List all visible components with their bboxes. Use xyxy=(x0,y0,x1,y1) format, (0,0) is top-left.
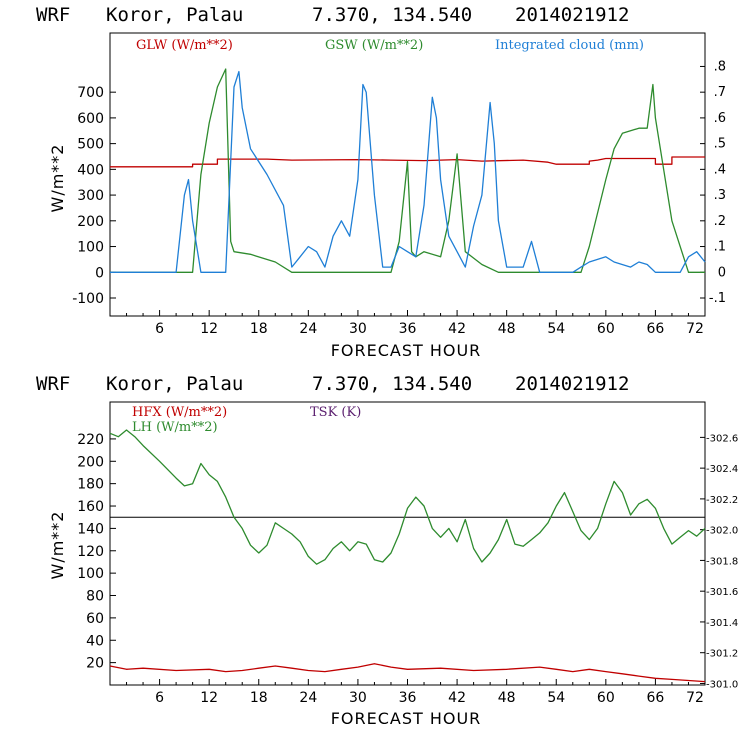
panel2-header: WRF Koror, Palau 7.370, 134.540 20140219… xyxy=(36,373,629,395)
y-tick-label: 600 xyxy=(77,111,104,127)
y-tick-label: 60 xyxy=(86,611,104,627)
y2-tick-label: .2 xyxy=(714,214,726,229)
panel2-legend: HFX (W/m**2) LH (W/m**2) TSK (K) xyxy=(132,405,361,435)
y-tick-label: 80 xyxy=(86,589,104,605)
x-tick-label: 30 xyxy=(349,321,367,337)
y2-tick-label: .7 xyxy=(714,85,726,100)
y-tick-label: 300 xyxy=(77,188,104,204)
x-tick-label: 30 xyxy=(349,690,367,706)
x-tick-label: 72 xyxy=(686,321,704,337)
y-tick-label: -100 xyxy=(72,291,104,307)
panel1-marks: 6 12 18 24 30 36 42 48 54 60 66 72 -100 0 100 200 300 400… xyxy=(72,59,726,337)
series-line-lh xyxy=(109,429,706,565)
panel2-legend-hfx: HFX (W/m**2) xyxy=(132,405,227,420)
x-tick-label: 24 xyxy=(299,321,317,337)
y-tick-label: 20 xyxy=(86,656,104,672)
panel2-model: WRF xyxy=(36,373,70,395)
y-tick-label: 120 xyxy=(77,544,104,560)
y-tick-label: 200 xyxy=(77,214,104,230)
x-tick-label: 36 xyxy=(399,690,417,706)
panel2-plot-frame xyxy=(109,401,706,686)
y-tick-label: 220 xyxy=(77,432,104,448)
panel2-marks: 6 12 18 24 30 36 42 48 54 60 66 72 20 40 60 80 100 120 140… xyxy=(77,429,738,706)
x-tick-label: 48 xyxy=(498,690,516,706)
panel1-header: WRF Koror, Palau 7.370, 134.540 20140219… xyxy=(36,4,629,26)
panel1-legend-glw: GLW (W/m**2) xyxy=(136,38,233,53)
y2-tick-label: 0 xyxy=(718,265,726,280)
panel2-location: Koror, Palau xyxy=(106,373,243,395)
y-tick-label: 100 xyxy=(77,240,104,256)
x-tick-label: 66 xyxy=(647,690,665,706)
panel2-coords: 7.370, 134.540 xyxy=(312,373,472,395)
y2-tick-label: -301.2 xyxy=(706,649,738,660)
y-tick-label: 140 xyxy=(77,521,104,537)
panel1-location: Koror, Palau xyxy=(106,4,243,26)
x-tick-label: 12 xyxy=(200,321,218,337)
panel1-coords: 7.370, 134.540 xyxy=(312,4,472,26)
x-tick-label: 6 xyxy=(155,690,164,706)
panel2-legend-tsk: TSK (K) xyxy=(310,405,361,420)
y2-tick-label: .1 xyxy=(714,240,726,255)
x-tick-label: 66 xyxy=(647,321,665,337)
x-tick-label: 36 xyxy=(399,321,417,337)
y2-tick-label: -302.2 xyxy=(706,495,738,506)
x-tick-label: 60 xyxy=(597,321,615,337)
y-tick-label: 0 xyxy=(95,265,104,281)
x-tick-label: 48 xyxy=(498,321,516,337)
x-tick-label: 54 xyxy=(547,690,565,706)
x-tick-label: 6 xyxy=(155,321,164,337)
x-tick-label: 60 xyxy=(597,690,615,706)
y2-tick-label: .4 xyxy=(714,162,726,177)
panel2-legend-lh: LH (W/m**2) xyxy=(132,420,218,435)
y-tick-label: 100 xyxy=(77,566,104,582)
panel1-legend-cloud: Integrated cloud (mm) xyxy=(495,38,644,53)
y2-tick-label: -.1 xyxy=(709,291,726,306)
y2-tick-label: -301.6 xyxy=(706,587,738,598)
panel2-xlabel: FORECAST HOUR xyxy=(331,709,482,728)
y-tick-label: 160 xyxy=(77,499,104,515)
y-tick-label: 500 xyxy=(77,137,104,153)
panel1-model: WRF xyxy=(36,4,70,26)
panel2-date: 2014021912 xyxy=(515,373,629,395)
x-tick-label: 42 xyxy=(448,321,466,337)
y2-tick-label: -301.8 xyxy=(706,556,738,567)
x-tick-label: 18 xyxy=(250,690,268,706)
x-tick-label: 72 xyxy=(686,690,704,706)
y-tick-label: 180 xyxy=(77,477,104,493)
y2-tick-label: -302.0 xyxy=(706,526,738,537)
series-line-glw xyxy=(110,156,705,168)
series-line-gsw xyxy=(110,68,705,273)
y-tick-label: 40 xyxy=(86,633,104,649)
series-line-hfx xyxy=(109,663,706,683)
y2-tick-label: .3 xyxy=(714,188,726,203)
panel2-ylabel: W/m**2 xyxy=(48,511,67,580)
y2-tick-label: -302.6 xyxy=(706,433,738,444)
panel1-xlabel: FORECAST HOUR xyxy=(331,341,482,360)
x-tick-label: 12 xyxy=(200,690,218,706)
x-tick-label: 54 xyxy=(547,321,565,337)
x-tick-label: 18 xyxy=(250,321,268,337)
y-tick-label: 700 xyxy=(77,85,104,101)
y2-tick-label: -302.4 xyxy=(706,464,738,475)
panel1-ylabel: W/m**2 xyxy=(48,144,67,213)
y2-tick-label: .5 xyxy=(714,137,726,152)
y-tick-label: 200 xyxy=(77,454,104,470)
y2-tick-label: .6 xyxy=(714,111,726,126)
panel1-legend: GLW (W/m**2) GSW (W/m**2) Integrated clo… xyxy=(136,38,644,53)
series-line-integrated xyxy=(110,70,706,273)
y2-tick-label: -301.0 xyxy=(706,679,738,690)
y-tick-label: 400 xyxy=(77,162,104,178)
panel1-date: 2014021912 xyxy=(515,4,629,26)
y2-tick-label: -301.4 xyxy=(706,618,738,629)
panel1-legend-gsw: GSW (W/m**2) xyxy=(325,38,423,53)
y2-tick-label: .8 xyxy=(714,59,726,74)
x-tick-label: 42 xyxy=(448,690,466,706)
x-tick-label: 24 xyxy=(299,690,317,706)
